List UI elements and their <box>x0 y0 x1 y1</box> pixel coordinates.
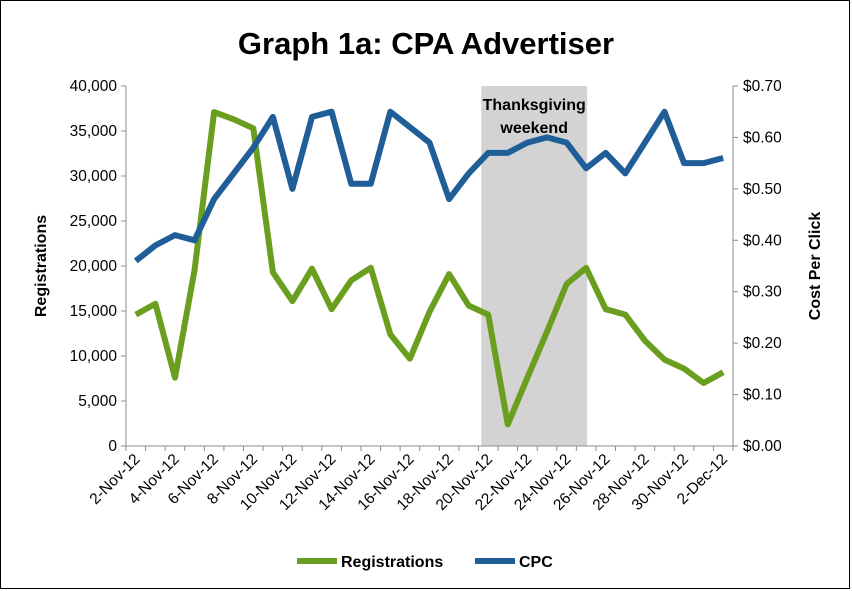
legend: Registrations CPC <box>297 554 553 571</box>
right-tick-label: $0.70 <box>743 78 782 95</box>
left-tick-label: 40,000 <box>70 78 118 95</box>
right-tick-label: $0.40 <box>743 232 782 249</box>
left-axis-title: Registrations <box>33 215 50 317</box>
right-tick-label: $0.60 <box>743 129 782 146</box>
legend-label-cpc: CPC <box>519 554 553 571</box>
shaded-region-label-line1: Thanksgiving <box>483 97 586 114</box>
right-axis-title: Cost Per Click <box>807 212 824 321</box>
legend-label-registrations: Registrations <box>341 554 443 571</box>
right-tick-label: $0.00 <box>743 438 782 455</box>
left-tick-label: 0 <box>108 438 117 455</box>
series-line-cpc <box>133 108 724 264</box>
chart-title: Graph 1a: CPA Advertiser <box>238 26 614 61</box>
shaded-region-label-line2: weekend <box>499 120 568 137</box>
left-tick-label: 5,000 <box>78 393 117 410</box>
right-tick-label: $0.30 <box>743 284 782 301</box>
series-layer <box>133 108 725 428</box>
left-tick-label: 35,000 <box>70 123 118 140</box>
left-tick-label: 10,000 <box>70 348 118 365</box>
right-tick-label: $0.10 <box>743 387 782 404</box>
left-tick-label: 15,000 <box>70 303 118 320</box>
right-tick-label: $0.20 <box>743 335 782 352</box>
left-tick-label: 30,000 <box>70 168 118 185</box>
left-tick-label: 25,000 <box>70 213 118 230</box>
right-tick-label: $0.50 <box>743 181 782 198</box>
left-tick-label: 20,000 <box>70 258 118 275</box>
